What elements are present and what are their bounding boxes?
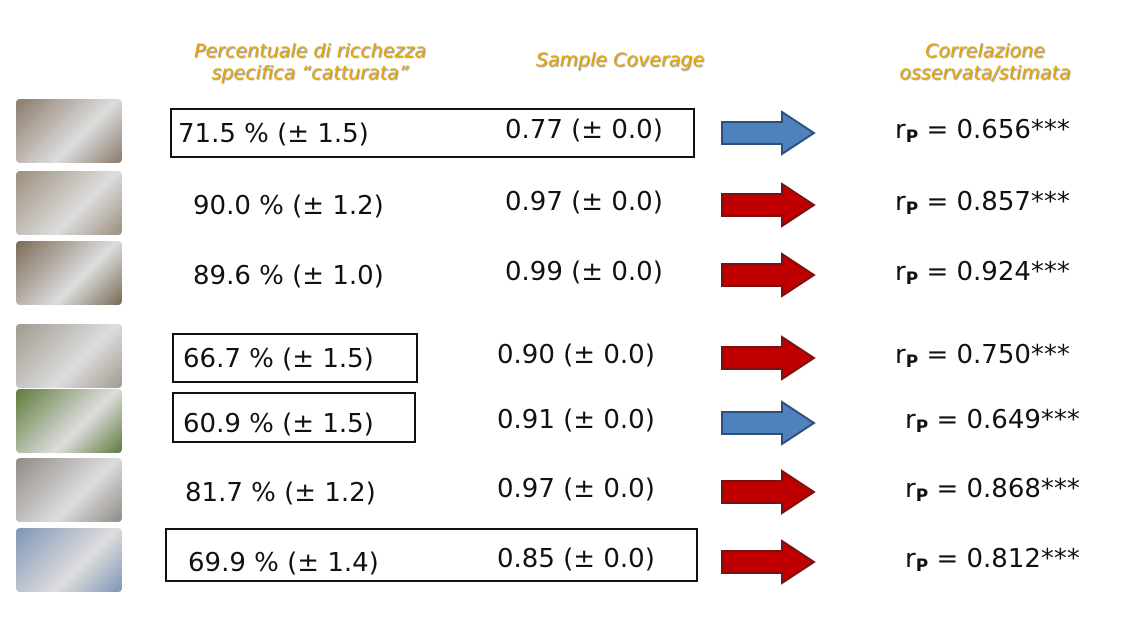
highlight-box bbox=[170, 108, 695, 158]
arrow-shape bbox=[721, 110, 816, 156]
richness: 90.0 % (± 1.2) bbox=[193, 191, 384, 221]
coverage: 0.85 (± 0.0) bbox=[497, 544, 655, 574]
correlation: rP = 0.812*** bbox=[905, 544, 1080, 581]
highlight-box bbox=[165, 528, 698, 582]
header-line: specifica “catturata” bbox=[211, 62, 409, 84]
arrow-shape bbox=[721, 400, 816, 446]
corr-symbol: r bbox=[895, 340, 906, 370]
species-photo bbox=[16, 324, 122, 388]
arrow bbox=[721, 335, 816, 381]
arrow bbox=[721, 469, 816, 515]
richness: 69.9 % (± 1.4) bbox=[188, 548, 379, 578]
header-line: Percentuale di ricchezza bbox=[194, 40, 426, 62]
richness: 60.9 % (± 1.5) bbox=[183, 409, 374, 439]
header-richness: Percentuale di ricchezza specifica “cattu… bbox=[160, 40, 460, 84]
corr-value: = 0.656*** bbox=[926, 115, 1070, 145]
coverage: 0.90 (± 0.0) bbox=[497, 340, 655, 370]
arrow bbox=[721, 539, 816, 585]
corr-subscript: P bbox=[915, 556, 929, 576]
corr-value: = 0.812*** bbox=[936, 544, 1080, 574]
arrow-shape bbox=[721, 335, 816, 381]
species-photo bbox=[16, 99, 122, 163]
corr-value: = 0.750*** bbox=[926, 340, 1070, 370]
corr-symbol: r bbox=[905, 405, 916, 435]
corr-value: = 0.924*** bbox=[926, 257, 1070, 287]
arrow-shape bbox=[721, 252, 816, 298]
corr-subscript: P bbox=[915, 417, 929, 437]
corr-subscript: P bbox=[905, 352, 919, 372]
correlation: rP = 0.857*** bbox=[895, 187, 1070, 224]
header-line: Correlazione bbox=[925, 40, 1045, 62]
coverage: 0.97 (± 0.0) bbox=[505, 187, 663, 217]
header-line: osservata/stimata bbox=[899, 62, 1071, 84]
corr-symbol: r bbox=[895, 257, 906, 287]
corr-value: = 0.649*** bbox=[936, 405, 1080, 435]
correlation: rP = 0.750*** bbox=[895, 340, 1070, 377]
header-correlation: Correlazione osservata/stimata bbox=[860, 40, 1110, 84]
arrow-shape bbox=[721, 539, 816, 585]
richness: 71.5 % (± 1.5) bbox=[178, 119, 369, 149]
arrow bbox=[721, 182, 816, 228]
highlight-box bbox=[172, 392, 416, 443]
coverage: 0.77 (± 0.0) bbox=[505, 115, 663, 145]
richness: 89.6 % (± 1.0) bbox=[193, 261, 384, 291]
corr-subscript: P bbox=[905, 127, 919, 147]
corr-value: = 0.868*** bbox=[936, 474, 1080, 504]
species-photo bbox=[16, 458, 122, 522]
coverage: 0.91 (± 0.0) bbox=[497, 405, 655, 435]
coverage: 0.97 (± 0.0) bbox=[497, 474, 655, 504]
species-photo bbox=[16, 528, 122, 592]
richness: 66.7 % (± 1.5) bbox=[183, 344, 374, 374]
richness: 81.7 % (± 1.2) bbox=[185, 478, 376, 508]
corr-subscript: P bbox=[905, 199, 919, 219]
corr-symbol: r bbox=[895, 115, 906, 145]
species-photo bbox=[16, 171, 122, 235]
arrow bbox=[721, 400, 816, 446]
corr-symbol: r bbox=[905, 544, 916, 574]
species-photo bbox=[16, 389, 122, 453]
correlation: rP = 0.924*** bbox=[895, 257, 1070, 294]
arrow bbox=[721, 252, 816, 298]
coverage: 0.99 (± 0.0) bbox=[505, 257, 663, 287]
corr-subscript: P bbox=[915, 486, 929, 506]
corr-subscript: P bbox=[905, 269, 919, 289]
arrow bbox=[721, 110, 816, 156]
correlation: rP = 0.868*** bbox=[905, 474, 1080, 511]
corr-value: = 0.857*** bbox=[926, 187, 1070, 217]
header-coverage: Sample Coverage bbox=[535, 49, 705, 71]
correlation: rP = 0.649*** bbox=[905, 405, 1080, 442]
highlight-box bbox=[172, 333, 418, 383]
corr-symbol: r bbox=[905, 474, 916, 504]
corr-symbol: r bbox=[895, 187, 906, 217]
arrow-shape bbox=[721, 469, 816, 515]
correlation: rP = 0.656*** bbox=[895, 115, 1070, 152]
arrow-shape bbox=[721, 182, 816, 228]
species-photo bbox=[16, 241, 122, 305]
